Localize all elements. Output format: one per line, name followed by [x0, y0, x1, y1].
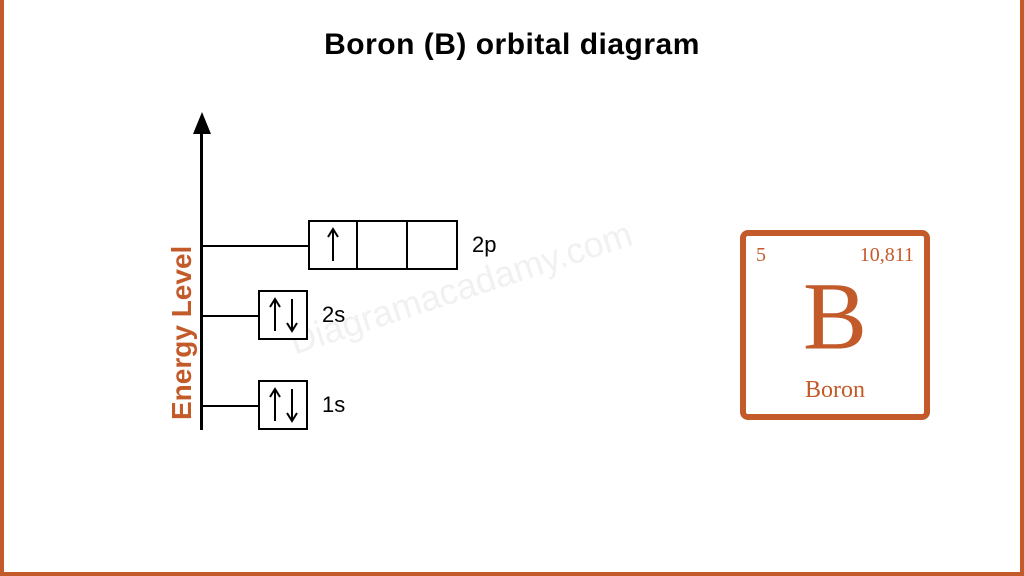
spin-up-icon — [268, 295, 282, 335]
energy-tick — [200, 245, 308, 247]
energy-tick — [200, 315, 258, 317]
spin-down-icon — [285, 295, 299, 335]
orbital-row-1s: 1s — [258, 380, 345, 430]
orbital-box — [358, 220, 408, 270]
orbital-label: 2p — [472, 232, 496, 258]
orbital-row-2p: 2p — [308, 220, 496, 270]
orbital-box — [258, 290, 308, 340]
element-tile: 5 10,811 B Boron — [740, 230, 930, 420]
orbital-diagram: Energy Level 2p 2s 1s — [130, 130, 630, 460]
page-title: Boron (B) orbital diagram — [0, 28, 1024, 62]
orbital-label: 2s — [322, 302, 345, 328]
axis-baseline — [200, 428, 202, 430]
y-axis-label: Energy Level — [166, 246, 198, 420]
orbital-label: 1s — [322, 392, 345, 418]
energy-tick — [200, 405, 258, 407]
orbital-box — [308, 220, 358, 270]
orbital-box — [258, 380, 308, 430]
element-symbol: B — [803, 260, 867, 371]
atomic-mass: 10,811 — [860, 244, 914, 267]
spin-up-icon — [326, 225, 340, 265]
spin-up-icon — [268, 385, 282, 425]
orbital-row-2s: 2s — [258, 290, 345, 340]
element-name: Boron — [746, 377, 924, 404]
orbital-box — [408, 220, 458, 270]
atomic-number: 5 — [756, 244, 766, 267]
y-axis-line — [200, 130, 203, 430]
spin-down-icon — [285, 385, 299, 425]
